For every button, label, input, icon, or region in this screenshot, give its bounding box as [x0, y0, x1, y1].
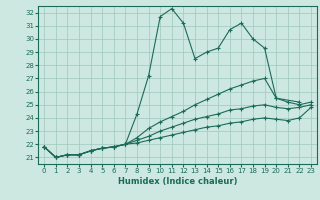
- X-axis label: Humidex (Indice chaleur): Humidex (Indice chaleur): [118, 177, 237, 186]
